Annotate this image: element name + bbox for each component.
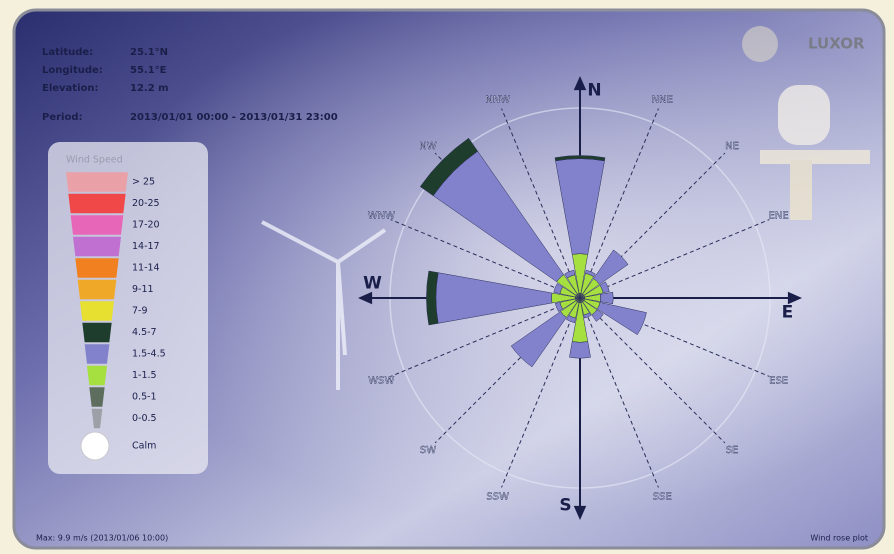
- direction-label: WSW: [368, 375, 394, 386]
- direction-label: E: [782, 303, 794, 323]
- spoke: [390, 219, 581, 299]
- legend-label: 17-20: [132, 220, 160, 231]
- spoke: [434, 297, 581, 444]
- direction-label: SE: [726, 445, 739, 456]
- arrow-head: [358, 291, 373, 305]
- wedge-segment: [569, 341, 591, 359]
- wedge-segment: [554, 302, 564, 313]
- logo: LUXOR: [808, 35, 865, 53]
- direction-label: NNW: [485, 94, 510, 105]
- direction-label: ENE: [769, 211, 789, 222]
- arrow-head: [573, 76, 587, 91]
- wedge-segment: [591, 309, 604, 322]
- arrow-head: [787, 291, 802, 305]
- info-label: Elevation:: [42, 83, 99, 94]
- spoke: [501, 108, 581, 299]
- direction-label: ESE: [769, 375, 788, 386]
- info-value: 55.1°E: [130, 65, 167, 76]
- legend-label: 1-1.5: [132, 370, 157, 381]
- info-value: 25.1°N: [130, 47, 168, 58]
- direction-label: N: [587, 81, 601, 101]
- legend-title: Wind Speed: [66, 155, 123, 166]
- period: 2013/01/01 00:00 - 2013/01/31 23:00: [130, 112, 338, 123]
- wedge-segment: [596, 302, 647, 336]
- spoke: [579, 152, 726, 299]
- legend-label: 11-14: [132, 263, 160, 274]
- wedge-segment: [565, 314, 576, 324]
- footer-left: Max: 9.9 m/s (2013/01/06 10:00): [36, 534, 168, 543]
- legend-swatch: [91, 408, 103, 429]
- legend-label: 4.5-7: [132, 327, 157, 338]
- legend-swatch: [68, 193, 126, 214]
- legend-label: > 25: [132, 177, 155, 188]
- direction-label: SSW: [486, 492, 509, 503]
- legend-swatch: [66, 172, 128, 192]
- legend-label: Calm: [132, 441, 156, 452]
- direction-label: NE: [725, 141, 739, 152]
- legend-swatch: [87, 365, 107, 386]
- sensor: [760, 85, 870, 220]
- info-value: 12.2 m: [130, 83, 169, 94]
- legend-label: 20-25: [132, 198, 160, 209]
- wedge-segment: [553, 283, 564, 294]
- legend-panel: [48, 142, 208, 474]
- wedge-segment: [583, 312, 592, 319]
- legend-label: 0.5-1: [132, 392, 157, 403]
- legend-label: 14-17: [132, 241, 160, 252]
- direction-label: NNE: [652, 94, 673, 105]
- legend-swatch: [89, 387, 105, 407]
- spoke: [579, 297, 770, 377]
- spoke: [579, 297, 726, 444]
- direction-label: W: [363, 273, 382, 293]
- direction-label: NW: [419, 141, 436, 152]
- logo-mark: [742, 26, 778, 62]
- spoke: [579, 297, 659, 488]
- wedge-segment: [554, 155, 606, 162]
- info-label: Latitude:: [42, 47, 93, 58]
- wedge-segment: [419, 137, 479, 197]
- legend-swatch: [84, 344, 110, 364]
- spoke: [390, 297, 581, 377]
- direction-label: WNW: [368, 211, 395, 222]
- legend-swatch: [77, 279, 117, 300]
- legend-label: 0-0.5: [132, 413, 157, 424]
- direction-label: SW: [420, 445, 436, 456]
- footer-right: Wind rose plot: [810, 534, 868, 543]
- spoke: [501, 297, 581, 488]
- legend-label: 7-9: [132, 306, 148, 317]
- direction-label: SSE: [653, 492, 672, 503]
- info-label: Longitude:: [42, 65, 103, 76]
- legend-label: 1.5-4.5: [132, 349, 166, 360]
- spoke: [579, 108, 659, 299]
- legend-swatch: [73, 236, 121, 257]
- legend-swatch: [82, 322, 112, 343]
- wedge-segment: [510, 311, 567, 368]
- arrow-head: [573, 505, 587, 520]
- legend-swatch: [75, 258, 119, 278]
- wedge-segment: [593, 249, 629, 285]
- turbine: [261, 220, 387, 390]
- spoke: [579, 219, 770, 299]
- wedge-segment: [585, 269, 596, 278]
- wedge-segment: [599, 291, 614, 305]
- calm-swatch: [80, 431, 110, 461]
- wedge-segment: [426, 270, 439, 326]
- legend-label: 9-11: [132, 284, 154, 295]
- wedge-segment: [599, 281, 610, 294]
- wedge-segment: [564, 269, 576, 279]
- legend-swatch: [80, 301, 114, 321]
- direction-label: S: [559, 495, 571, 515]
- period-label: Period:: [42, 112, 83, 123]
- legend-swatch: [70, 215, 124, 235]
